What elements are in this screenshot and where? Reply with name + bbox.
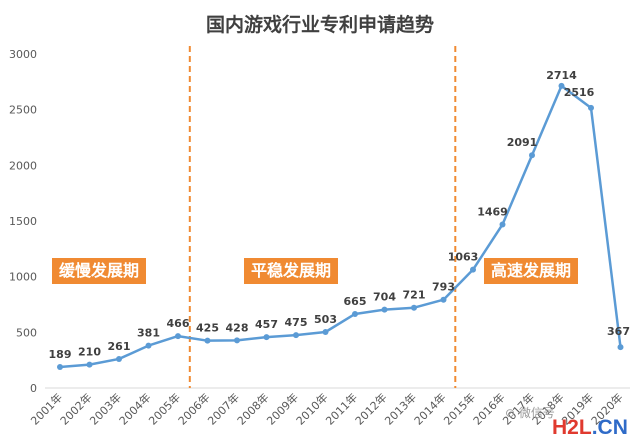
y-tick-label: 2000: [9, 159, 37, 172]
phase-label-rapid: 高速发展期: [484, 258, 579, 284]
data-label: 428: [226, 321, 249, 334]
x-tick-label: 2007年: [205, 390, 242, 427]
data-label: 425: [196, 322, 219, 335]
y-tick-label: 0: [30, 382, 37, 395]
x-tick-label: 2014年: [411, 390, 448, 427]
chart-title: 国内游戏行业专利申请趋势: [205, 14, 434, 36]
watermark-brand-a: H2L: [552, 416, 592, 439]
wechat-icon: ⊙: [505, 406, 516, 420]
data-label: 2714: [546, 69, 577, 82]
data-point: [470, 266, 476, 273]
x-tick-label: 2008年: [234, 390, 271, 427]
data-point: [263, 334, 270, 341]
data-label: 704: [373, 291, 396, 304]
data-point: [145, 342, 152, 349]
data-label: 2516: [564, 86, 595, 99]
data-point: [499, 221, 506, 228]
data-label: 721: [403, 289, 426, 302]
data-label: 367: [607, 325, 630, 338]
y-tick-label: 2500: [9, 104, 37, 117]
data-label: 503: [314, 313, 337, 326]
data-label: 457: [255, 318, 278, 331]
y-tick-label: 1000: [9, 271, 37, 284]
x-tick-label: 2013年: [382, 390, 419, 427]
x-tick-label: 2006年: [175, 390, 212, 427]
data-point: [234, 337, 240, 344]
data-point: [558, 82, 565, 89]
phase-label-steady: 平稳发展期: [244, 258, 339, 284]
data-label: 466: [167, 317, 190, 330]
x-tick-label: 2003年: [87, 390, 124, 427]
data-label: 189: [49, 348, 72, 361]
watermark-brand-b: .CN: [591, 416, 628, 439]
data-label: 2091: [507, 136, 538, 149]
x-tick-label: 2005年: [146, 390, 183, 427]
data-point: [86, 361, 93, 368]
data-label: 793: [432, 281, 455, 294]
x-tick-label: 2001年: [28, 390, 65, 427]
x-tick-label: 2004年: [116, 390, 153, 427]
wechat-text: 微信号: [518, 406, 555, 420]
x-tick-label: 2011年: [323, 390, 360, 427]
x-tick-label: 2016年: [470, 390, 507, 427]
x-tick-label: 2002年: [57, 390, 94, 427]
data-label: 381: [137, 327, 160, 340]
data-label: 475: [285, 316, 308, 329]
site-watermark: H2L.CN: [552, 416, 628, 440]
y-tick-label: 500: [16, 326, 37, 339]
data-point: [293, 332, 299, 339]
x-tick-label: 2010年: [293, 390, 330, 427]
data-point: [411, 304, 417, 311]
x-tick-label: 2009年: [264, 390, 301, 427]
y-tick-label: 3000: [9, 48, 37, 61]
x-tick-label: 2012年: [352, 390, 389, 427]
data-label: 1063: [448, 251, 479, 264]
data-point: [588, 104, 594, 111]
data-label: 1469: [477, 205, 508, 218]
data-point: [175, 333, 181, 340]
data-point: [529, 152, 535, 159]
phase-label-slow: 缓慢发展期: [52, 258, 147, 284]
data-label: 261: [108, 340, 131, 353]
data-point: [57, 363, 63, 370]
data-point: [381, 306, 388, 313]
y-tick-label: 1500: [9, 215, 37, 228]
data-point: [617, 344, 624, 351]
data-point: [116, 355, 122, 362]
data-point: [440, 296, 447, 303]
data-label: 210: [78, 346, 101, 359]
data-point: [352, 310, 358, 317]
data-label: 665: [344, 295, 367, 308]
data-point: [204, 337, 211, 344]
series-line: [59, 84, 622, 369]
wechat-watermark: ⊙ 微信号: [505, 404, 555, 421]
x-tick-label: 2015年: [441, 390, 478, 427]
data-point: [322, 328, 329, 335]
